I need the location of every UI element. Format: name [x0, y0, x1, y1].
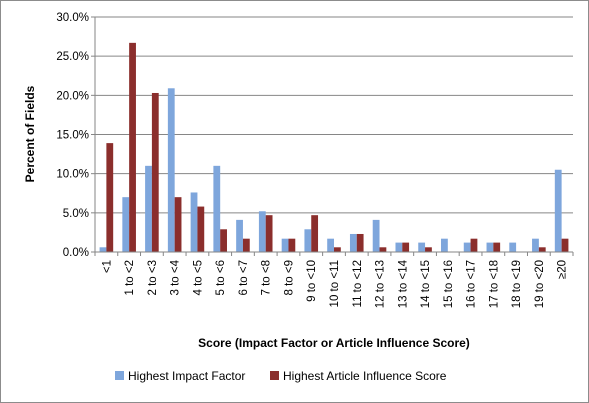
x-tick-label: 2 to <3 [147, 260, 159, 296]
bar-article-influence [402, 242, 410, 252]
bar-article-influence [197, 206, 205, 252]
bar-impact-factor [463, 242, 471, 252]
gridlines [95, 16, 573, 214]
x-tick-label: 6 to <7 [238, 260, 250, 296]
x-tick-label: 18 to <19 [511, 260, 523, 308]
bar-impact-factor [486, 242, 494, 252]
bar-article-influence [356, 233, 364, 252]
legend-swatch [115, 371, 124, 380]
x-tick-label: 16 to <17 [466, 260, 478, 308]
x-tick-label: 19 to <20 [534, 260, 546, 308]
x-tick-labels: <1 1 to <2 2 to <3 3 to <4 4 to <5 5 to <6 6 t… [101, 259, 568, 308]
bar-impact-factor [281, 238, 289, 252]
bar-impact-factor [418, 242, 426, 252]
bar-article-influence [470, 238, 478, 252]
y-tick-label: 30.0% [56, 12, 89, 24]
x-tick-label: 4 to <5 [192, 260, 204, 296]
x-tick-label: 8 to <9 [283, 260, 295, 296]
bar-impact-factor [441, 238, 448, 252]
legend-swatch [270, 371, 279, 380]
legend: Highest Impact Factor Highest Article Inf… [115, 369, 447, 383]
y-tick-label: 20.0% [56, 90, 89, 102]
bar-article-influence [334, 247, 341, 252]
bar-impact-factor [99, 247, 107, 252]
bar-article-influence [242, 238, 250, 252]
x-tick-label: 12 to <13 [375, 260, 387, 308]
x-tick-label: 5 to <6 [215, 260, 227, 296]
bar-article-influence [379, 247, 387, 252]
bar-impact-factor [395, 242, 403, 252]
bar-impact-factor [167, 88, 175, 253]
bar-impact-factor [190, 192, 198, 252]
bar-impact-factor [236, 219, 243, 252]
bar-article-influence [561, 238, 569, 252]
axes [91, 16, 574, 256]
x-tick-label: 7 to <8 [261, 260, 273, 296]
bar-article-influence [129, 42, 136, 252]
y-tick-label: 25.0% [56, 51, 89, 63]
bar-impact-factor [349, 233, 357, 252]
x-tick-label: 1 to <2 [124, 260, 136, 296]
bar-impact-factor [532, 238, 539, 252]
bar-article-influence [220, 229, 227, 252]
x-tick-label: 11 to <12 [352, 260, 364, 307]
bar-article-influence [265, 215, 273, 252]
x-tick-label: 9 to <10 [306, 260, 318, 302]
legend-label: Highest Article Influence Score [283, 369, 447, 383]
legend-label: Highest Impact Factor [128, 369, 245, 383]
bar-article-influence [174, 197, 182, 252]
bar-impact-factor [372, 219, 380, 252]
x-axis-title: Score (Impact Factor or Article Influenc… [198, 336, 470, 350]
y-axis-title: Percent of Fields [23, 85, 37, 182]
bar-impact-factor [327, 238, 334, 252]
x-tick-label: ≥20 [557, 260, 569, 279]
y-tick-label: 5.0% [63, 208, 89, 220]
bar-article-influence [311, 215, 319, 252]
bar-impact-factor [258, 211, 266, 252]
y-tick-label: 10.0% [56, 169, 89, 181]
x-tick-label: <1 [101, 260, 113, 273]
x-tick-label: 10 to <11 [329, 260, 341, 307]
x-tick-label: 14 to <15 [420, 260, 432, 308]
x-tick-label: 15 to <16 [443, 260, 455, 308]
bar-article-influence [425, 247, 432, 252]
bar-article-influence [288, 238, 296, 252]
bar-article-influence [493, 242, 501, 252]
y-tick-labels: 0.0% 5.0% 10.0% 15.0% 20.0% 25.0% 30.0% [56, 12, 89, 259]
bar-article-influence [151, 92, 159, 252]
bar-impact-factor [122, 197, 130, 252]
bar-impact-factor [145, 165, 152, 252]
bar-impact-factor [554, 169, 562, 252]
x-tick-label: 13 to <14 [397, 259, 409, 308]
x-tick-label: 17 to <18 [488, 260, 500, 308]
bar-impact-factor [509, 242, 517, 252]
bars [99, 42, 569, 253]
bar-impact-factor [213, 165, 221, 252]
bar-article-influence [106, 143, 114, 252]
x-tick-label: 3 to <4 [170, 259, 182, 295]
y-tick-label: 0.0% [63, 247, 89, 259]
y-tick-label: 15.0% [56, 130, 89, 142]
bar-impact-factor [304, 229, 312, 252]
bar-article-influence [538, 247, 546, 252]
